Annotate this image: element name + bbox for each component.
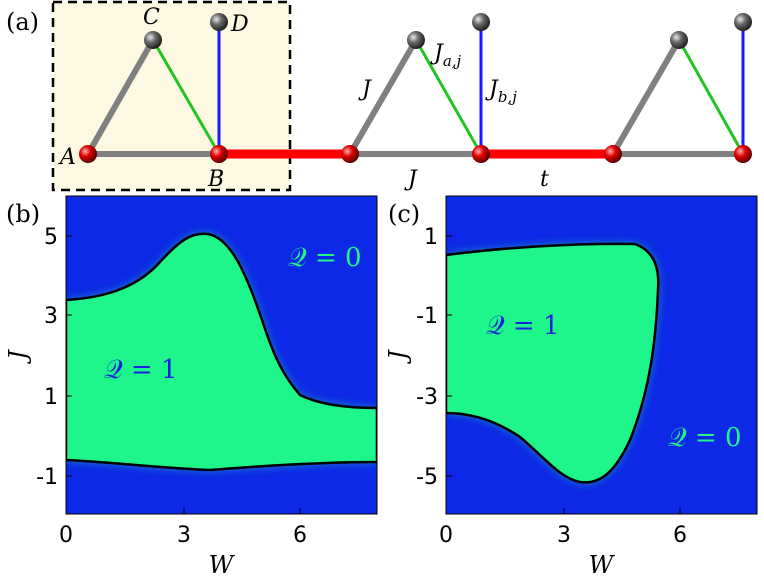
xtick-label-b: 0	[59, 523, 73, 548]
site-label-C: C	[143, 5, 160, 30]
site-D-3	[734, 13, 752, 31]
xtick-label-c: 0	[439, 523, 453, 548]
site-B-1	[210, 145, 228, 163]
phase-label-q0-c: 𝒬 = 0	[668, 423, 742, 453]
site-C-3	[670, 31, 688, 49]
xtick-label-b: 6	[293, 523, 307, 548]
bond-Ja-2	[414, 39, 483, 155]
bond-Ja-1	[151, 39, 221, 155]
site-label-A: A	[58, 145, 76, 170]
site-label-B: B	[207, 167, 224, 192]
phase-diagram-b: (b) 5 3 1 -1 0 3 6 W J 𝒬 = 0 𝒬 = 1	[4, 195, 378, 579]
phase-label-q1-c: 𝒬 = 1	[486, 311, 560, 341]
ytick-label-b: 3	[44, 304, 58, 329]
bond-label-J-bottom: J	[404, 167, 418, 192]
y-axis-label-b: J	[4, 349, 32, 365]
ytick-label-c: 1	[424, 225, 438, 250]
xtick-label-b: 3	[177, 523, 191, 548]
site-label-D: D	[230, 12, 249, 37]
site-B-2	[472, 145, 490, 163]
bond-label-t: t	[540, 167, 549, 192]
panel-a-label: (a)	[6, 8, 39, 36]
ytick-label-c: -1	[416, 304, 438, 329]
bond-label-Jb: Jb,j	[485, 77, 517, 106]
panel-b-label: (b)	[6, 200, 40, 228]
site-B-3	[734, 145, 752, 163]
ytick-label-b: 5	[44, 225, 58, 250]
site-D-2	[472, 13, 490, 31]
bond-label-Ja: Ja,j	[430, 41, 462, 70]
ytick-label-b: -1	[36, 465, 58, 490]
phase-region-q1-c	[446, 242, 660, 484]
bond-J-side-1	[85, 38, 156, 156]
site-A-2	[341, 145, 359, 163]
site-D-1	[210, 13, 228, 31]
x-axis-label-c: W	[589, 551, 616, 579]
bond-label-J-side: J	[358, 77, 372, 102]
bond-J-side-3	[610, 38, 682, 156]
site-C-2	[407, 31, 425, 49]
bond-J-side-2	[347, 38, 419, 156]
x-axis-label-b: W	[209, 551, 236, 579]
lattice-diagram: (a) A B C D J	[6, 0, 752, 192]
phase-label-q1-b: 𝒬 = 1	[104, 355, 178, 385]
plot-frame-b	[65, 195, 378, 515]
site-A-1	[79, 145, 97, 163]
panel-c-label: (c)	[388, 200, 420, 228]
site-C-1	[144, 31, 162, 49]
phase-label-q0-b: 𝒬 = 0	[288, 243, 362, 273]
ytick-label-b: 1	[44, 385, 58, 410]
ytick-label-c: -5	[416, 465, 438, 490]
xtick-label-c: 3	[557, 523, 571, 548]
plot-frame-c	[445, 195, 758, 515]
site-A-3	[604, 145, 622, 163]
xtick-label-c: 6	[673, 523, 687, 548]
bond-Ja-3	[677, 39, 745, 155]
phase-diagram-c: (c) 1 -1 -3 -5 0 3 6 W J 𝒬 = 1 𝒬 = 0	[384, 195, 758, 579]
phase-region-q1-b	[66, 232, 377, 472]
y-axis-label-c: J	[384, 349, 412, 365]
ytick-label-c: -3	[416, 385, 438, 410]
